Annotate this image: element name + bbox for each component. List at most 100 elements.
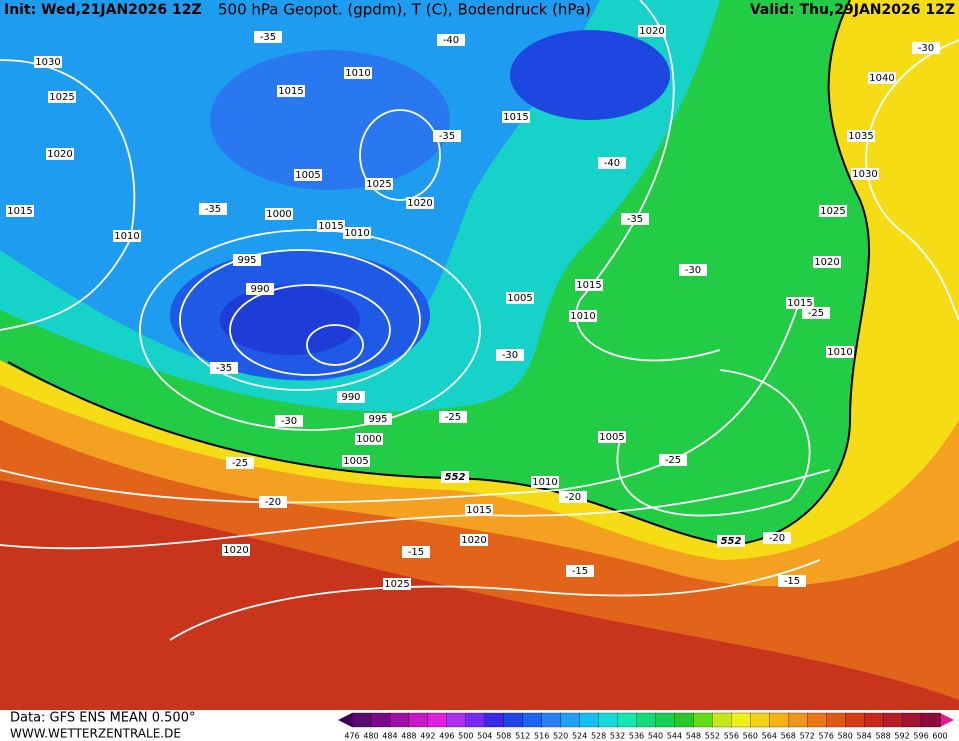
isobar-label-text: 1015 [466, 505, 491, 516]
isotherm-label-text: -30 [502, 350, 518, 361]
colorbar-arrow [940, 713, 954, 727]
isobar [0, 59, 136, 331]
isobar-label-box [246, 283, 274, 295]
colorbar-label: 528 [591, 732, 606, 741]
isotherm-label: -15 [566, 565, 594, 577]
isobar-label-box [786, 297, 814, 309]
geopotential-label-text: 552 [721, 536, 742, 547]
isobar-label-box [813, 256, 841, 268]
isobar-label-box [233, 254, 261, 266]
isobar [616, 369, 811, 517]
isobar-label-box [294, 169, 322, 181]
colorbar-bin [446, 712, 467, 728]
isobar-label: 1015 [465, 504, 493, 516]
isobar-label-box [460, 534, 488, 546]
isobar-label-box [819, 205, 847, 217]
isobar-label-text: 1020 [407, 198, 432, 209]
isotherm-label-box [439, 411, 467, 423]
isotherm-label-text: -30 [918, 43, 934, 54]
colorbar-bin [598, 712, 619, 728]
colorbar-bin [807, 712, 827, 728]
colorbar-label: 580 [838, 732, 853, 741]
low-core-inner [220, 285, 360, 355]
isobar-label: 1040 [868, 72, 896, 84]
isotherm-label: -35 [210, 362, 238, 374]
isobar-label-box [277, 85, 305, 97]
colorbar-label: 496 [439, 732, 454, 741]
isobar-label-box [317, 220, 345, 232]
colorbar-label: 568 [781, 732, 796, 741]
isotherm-label: -35 [621, 213, 649, 225]
isobar-label-text: 1020 [223, 545, 248, 556]
isobar-label-text: 1015 [7, 206, 32, 217]
isobar-label: 995 [233, 254, 261, 266]
isotherm-label-text: -35 [216, 363, 232, 374]
isobar [169, 559, 821, 641]
geopotential-label: 552 [717, 535, 745, 547]
isobar [306, 324, 364, 366]
data-source: Data: GFS ENS MEAN 0.500° [10, 711, 195, 726]
colorbar: 476 480 484 488 492 496 500 504 508 512 516 520 524 5… [338, 712, 954, 741]
isotherm-label-text: -35 [205, 204, 221, 215]
isobar-label: 1005 [506, 292, 534, 304]
map-title: 500 hPa Geopot. (gpdm), T (C), Bodendruc… [218, 1, 591, 19]
isobar-label: 1010 [344, 67, 372, 79]
isotherm-label-box [433, 130, 461, 142]
isobar-label-box [575, 279, 603, 291]
isotherm-label: -25 [802, 307, 830, 319]
isobar-label-text: 1025 [366, 179, 391, 190]
site: WWW.WETTERZENTRALE.DE [10, 727, 181, 741]
isobar-label-text: 1015 [318, 221, 343, 232]
colorbar-label: 564 [762, 732, 777, 741]
isotherm-label: -30 [679, 264, 707, 276]
isobar-label-text: 1000 [266, 209, 291, 220]
isotherm-label-text: -35 [627, 214, 643, 225]
isotherm-label: -25 [659, 454, 687, 466]
isotherm-label-box [679, 264, 707, 276]
isotherm-label: -20 [763, 532, 791, 544]
isotherm-label-text: -25 [232, 458, 248, 469]
colorbar-label: 552 [705, 732, 720, 741]
isotherm-label-box [275, 415, 303, 427]
colorbar-bin [845, 712, 865, 728]
colorbar-label: 500 [458, 732, 473, 741]
isobar-label-box [364, 413, 392, 425]
isobar-label: 1005 [598, 431, 626, 443]
isotherm-label-box [496, 349, 524, 361]
isotherm-label-box [802, 307, 830, 319]
isobar-label-text: 1000 [356, 434, 381, 445]
isotherm-label-box [566, 565, 594, 577]
isobar-label: 1010 [569, 310, 597, 322]
colorbar-bin [750, 712, 770, 728]
isobar-label-text: 1025 [384, 579, 409, 590]
colorbar-bin [389, 712, 410, 728]
band-light-blue [0, 0, 600, 382]
isotherm-label-box [402, 546, 430, 558]
colorbar-label: 532 [610, 732, 625, 741]
colorbar-bin [788, 712, 808, 728]
isobar-label-text: 1015 [787, 298, 812, 309]
isobar-label: 1030 [851, 168, 879, 180]
isobar-label: 1015 [277, 85, 305, 97]
colorbar-label: 540 [648, 732, 663, 741]
isobar-label: 1015 [502, 111, 530, 123]
isotherm-label: -20 [259, 496, 287, 508]
isotherm-label-text: -25 [665, 455, 681, 466]
isotherm-label-text: -20 [565, 492, 581, 503]
isobar-label-box [6, 205, 34, 217]
map-labels: 1030 1025 1020 1015 1010 1010 1015 1005 1000 1025… [6, 25, 940, 590]
colorbar-label: 536 [629, 732, 644, 741]
isotherm-label: -35 [433, 130, 461, 142]
isobar-label-box [342, 455, 370, 467]
colorbar-bin [351, 712, 372, 728]
isobar [229, 284, 391, 376]
isobar-label: 1000 [355, 433, 383, 445]
isotherm-label: -40 [598, 157, 626, 169]
isobar-label-box [851, 168, 879, 180]
colorbar-label: 544 [667, 732, 682, 741]
isobar-label-box [531, 476, 559, 488]
isobar-label-text: 1035 [848, 131, 873, 142]
colorbar-label: 572 [800, 732, 815, 741]
isobar-label: 1005 [342, 455, 370, 467]
isobar-label-text: 1010 [114, 231, 139, 242]
